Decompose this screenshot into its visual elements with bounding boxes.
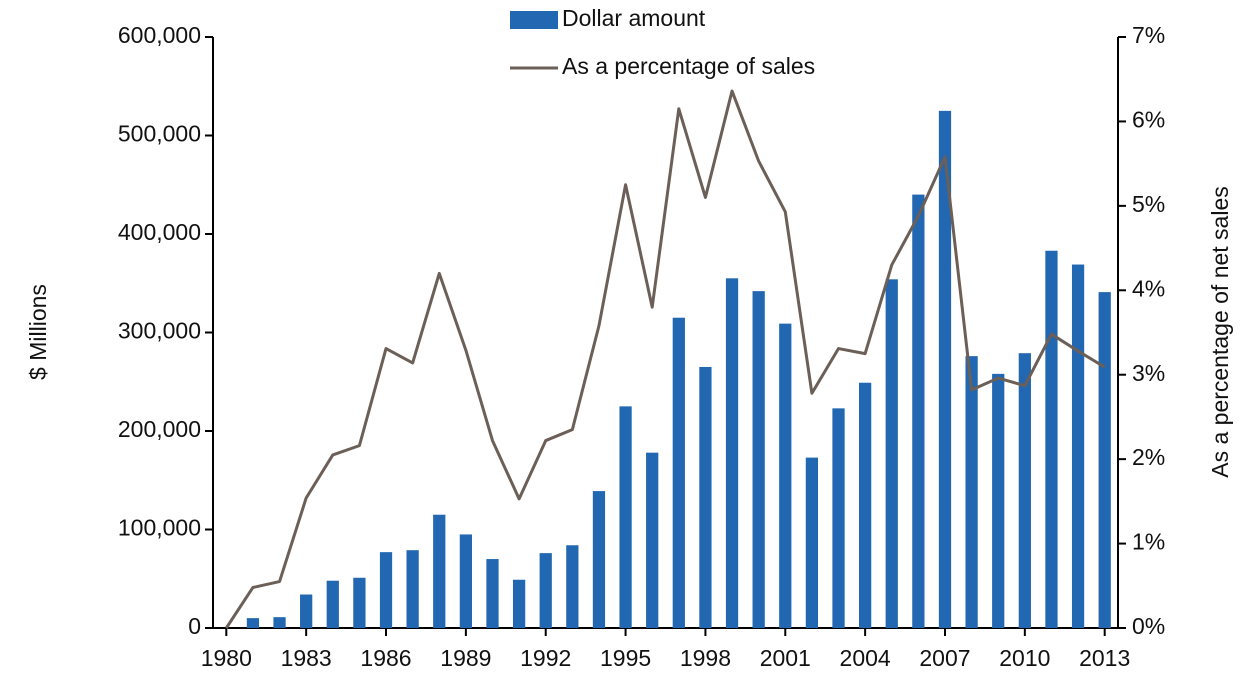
bar xyxy=(699,366,712,628)
x-tick-label: 1980 xyxy=(201,645,252,671)
bar xyxy=(992,373,1005,628)
bar xyxy=(1018,353,1031,628)
bar xyxy=(912,194,925,628)
bar xyxy=(539,553,552,628)
y-tick-label: 500,000 xyxy=(118,121,201,147)
bar xyxy=(1098,292,1111,628)
x-tick-label: 2004 xyxy=(840,645,891,671)
x-tick-label: 1998 xyxy=(680,645,731,671)
bar xyxy=(353,577,366,628)
bar xyxy=(938,110,952,628)
line xyxy=(225,89,1106,629)
legend-label: As a percentage of sales xyxy=(562,53,815,79)
y2-tick-label: 6% xyxy=(1132,107,1165,133)
y2-tick-label: 3% xyxy=(1132,360,1165,386)
legend-swatch xyxy=(510,11,558,29)
y2-tick-label: 4% xyxy=(1132,275,1165,301)
bar xyxy=(885,279,898,628)
bar xyxy=(433,514,446,628)
y2-tick-label: 0% xyxy=(1132,613,1165,639)
bar xyxy=(725,278,739,628)
y-tick-label: 100,000 xyxy=(118,515,201,541)
bar xyxy=(1045,250,1058,628)
bar xyxy=(326,580,339,628)
bar xyxy=(379,552,393,628)
legend-label: Dollar amount xyxy=(562,5,706,31)
x-tick-label: 2007 xyxy=(919,645,970,671)
bar xyxy=(646,452,659,628)
bar xyxy=(832,408,845,628)
bar xyxy=(859,382,872,628)
bar xyxy=(592,491,606,628)
bar xyxy=(246,618,260,628)
bar xyxy=(752,291,765,628)
x-tick-label: 1986 xyxy=(360,645,411,671)
x-tick-label: 2013 xyxy=(1079,645,1130,671)
bar xyxy=(805,457,819,628)
bar xyxy=(459,534,472,628)
bar xyxy=(486,559,499,628)
y-tick-label: 0 xyxy=(188,613,201,639)
x-tick-label: 1992 xyxy=(520,645,571,671)
y-axis-title: $ Millions xyxy=(25,284,51,380)
bar xyxy=(1071,264,1085,628)
y2-tick-label: 5% xyxy=(1132,191,1165,217)
y2-tick-label: 7% xyxy=(1132,22,1165,48)
bar xyxy=(779,323,792,628)
y2-axis-title: As a percentage of net sales xyxy=(1207,186,1233,478)
bar xyxy=(965,356,978,628)
x-tick-label: 1983 xyxy=(281,645,332,671)
bar xyxy=(566,545,579,628)
y-tick-label: 600,000 xyxy=(118,22,201,48)
bar xyxy=(672,317,685,628)
bar xyxy=(273,617,286,628)
x-tick-label: 2001 xyxy=(760,645,811,671)
y-tick-label: 400,000 xyxy=(118,219,201,245)
y2-tick-label: 2% xyxy=(1132,444,1165,470)
x-tick-label: 1995 xyxy=(600,645,651,671)
x-tick-label: 1989 xyxy=(440,645,491,671)
y-tick-label: 200,000 xyxy=(118,416,201,442)
bar xyxy=(619,406,632,628)
x-tick-label: 2010 xyxy=(999,645,1050,671)
y2-tick-label: 1% xyxy=(1132,529,1165,555)
bar xyxy=(300,594,313,628)
y-tick-label: 300,000 xyxy=(118,318,201,344)
bar xyxy=(512,579,526,628)
bar xyxy=(406,550,419,628)
